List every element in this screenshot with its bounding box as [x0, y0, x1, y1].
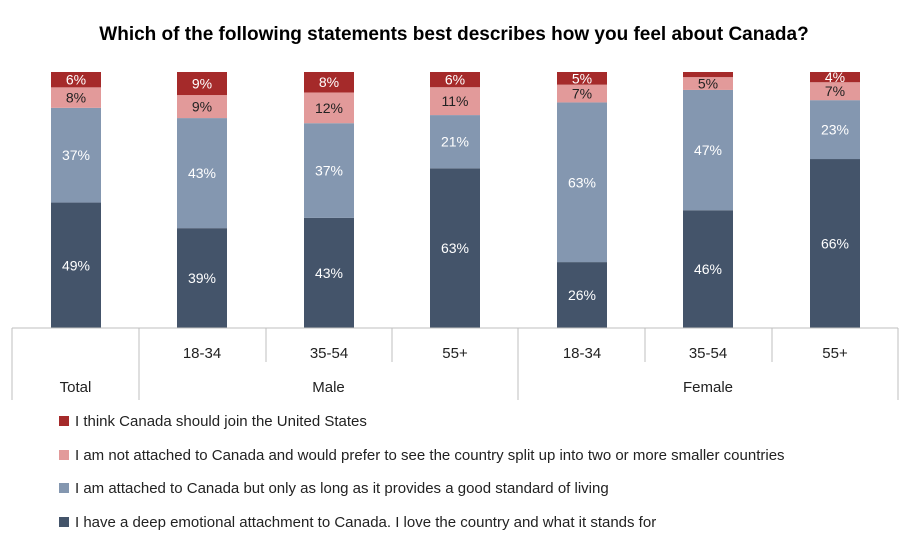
data-label: 9% [192, 76, 212, 92]
bar-segment [430, 72, 480, 88]
bar-segment [557, 84, 607, 103]
bar-segment [683, 72, 733, 78]
bar-segment [304, 92, 354, 124]
category-label: 18-34 [183, 345, 221, 362]
data-label: 5% [572, 70, 592, 86]
bar-segment [51, 72, 101, 88]
legend-swatch [59, 517, 69, 527]
bar-segment [177, 95, 227, 119]
data-label: 8% [66, 90, 86, 106]
bar-segment [683, 89, 733, 211]
data-label: 5% [698, 76, 718, 92]
bar-segment [810, 82, 860, 101]
bar-segment [430, 168, 480, 328]
bar-segment [51, 107, 101, 203]
data-label: 66% [821, 236, 849, 252]
data-label: 63% [568, 174, 596, 190]
data-label: 8% [319, 74, 339, 90]
bar-segment [557, 72, 607, 85]
data-label: 47% [694, 142, 722, 158]
data-label: 21% [441, 134, 469, 150]
category-label: 35-54 [689, 345, 727, 362]
chart-title: Which of the following statements best d… [99, 24, 808, 45]
data-label: 11% [442, 93, 469, 109]
legend-label: I am attached to Canada but only as long… [75, 480, 609, 497]
bar-segment [304, 217, 354, 328]
data-label: 49% [62, 257, 90, 273]
data-label: 37% [62, 147, 90, 163]
bar-segment [430, 87, 480, 116]
data-label: 12% [315, 100, 343, 116]
bar-segment [683, 77, 733, 90]
bar-segment [683, 210, 733, 328]
data-label: 37% [315, 163, 343, 179]
category-axis: 18-34 35-54 55+ 18-34 35-54 55+ Total Male Femal… [11, 327, 899, 400]
legend-swatch [59, 483, 69, 493]
bars-layer: 49% 37% 8% 6% 39% 43% 9% 9% 43% 37% 12% 8% 63% 21% 11%… [51, 69, 860, 328]
data-label: 9% [192, 99, 212, 115]
bar-segment [810, 100, 860, 160]
legend-swatch [59, 416, 69, 426]
bar-segment [430, 115, 480, 169]
legend: I think Canada should join the United St… [59, 413, 785, 531]
data-label: 39% [188, 270, 216, 286]
category-label: 55+ [442, 345, 468, 362]
data-label: 23% [821, 122, 849, 138]
category-label: 55+ [822, 345, 848, 362]
category-label: 18-34 [563, 345, 601, 362]
bar-segment [177, 228, 227, 328]
data-label: 26% [568, 287, 596, 303]
legend-label: I have a deep emotional attachment to Ca… [75, 514, 656, 531]
data-label: 6% [445, 72, 465, 88]
bar-segment [810, 159, 860, 328]
data-label: 7% [825, 83, 845, 99]
data-label: 43% [315, 265, 343, 281]
bar-segment [177, 118, 227, 229]
bar-segment [177, 72, 227, 96]
legend-label: I am not attached to Canada and would pr… [75, 447, 785, 464]
data-label: 46% [694, 261, 722, 277]
bar-segment [557, 262, 607, 328]
data-label: 4% [825, 69, 845, 85]
data-label: 7% [572, 86, 592, 102]
legend-label: I think Canada should join the United St… [75, 413, 367, 430]
data-label: 63% [441, 240, 469, 256]
bar-segment [557, 102, 607, 263]
bar-segment [810, 72, 860, 83]
bar-segment [51, 87, 101, 108]
data-label: 6% [66, 72, 86, 88]
bar-segment [304, 123, 354, 218]
bar-segment [51, 202, 101, 328]
bar-segment [304, 72, 354, 93]
group-label: Male [312, 379, 345, 396]
group-label: Total [60, 379, 92, 396]
data-label: 43% [188, 165, 216, 181]
group-label: Female [683, 379, 733, 396]
legend-swatch [59, 450, 69, 460]
category-label: 35-54 [310, 345, 348, 362]
